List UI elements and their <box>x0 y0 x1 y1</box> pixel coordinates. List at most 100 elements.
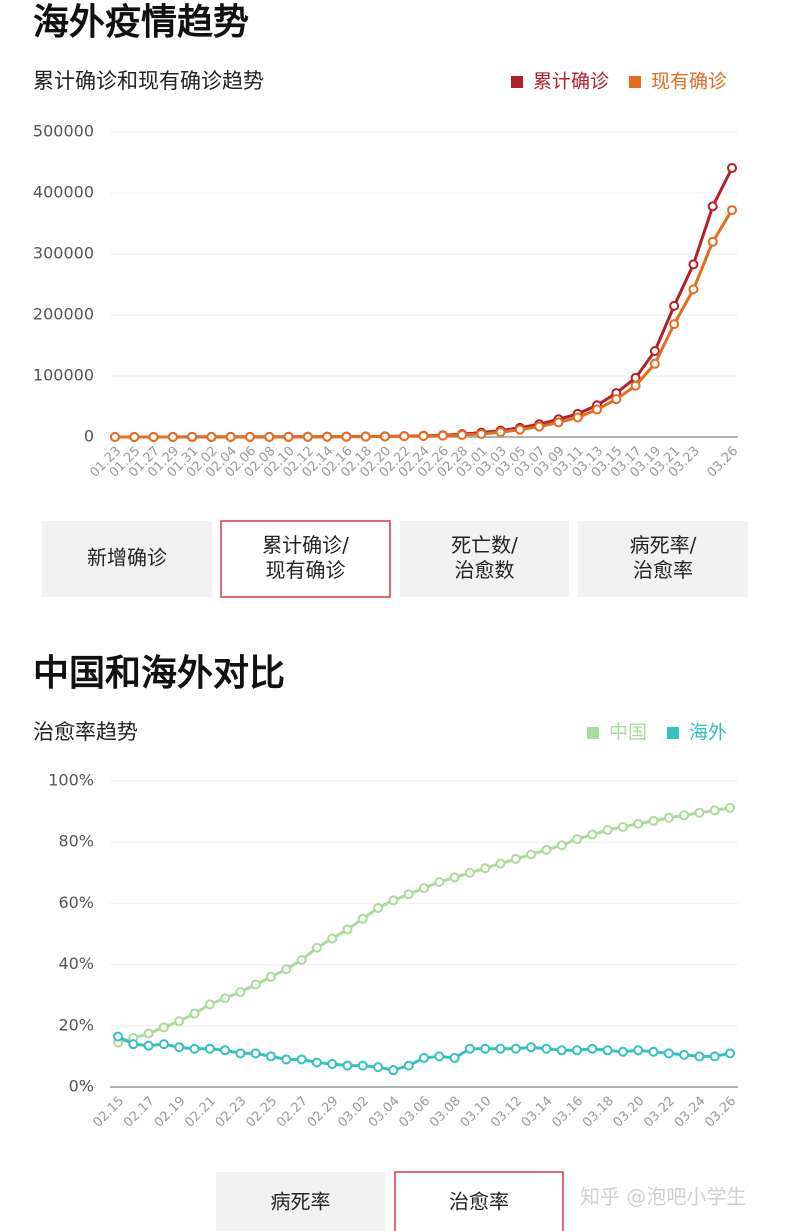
data-point <box>204 999 215 1010</box>
data-point <box>418 430 429 441</box>
data-point <box>464 1043 475 1054</box>
x-tick-label: 03.26 <box>702 1094 739 1131</box>
data-point <box>480 1043 491 1054</box>
data-point <box>663 1048 674 1059</box>
data-point <box>148 431 159 442</box>
data-point <box>327 1059 338 1070</box>
data-point <box>587 1043 598 1054</box>
tab-button[interactable] <box>42 521 212 597</box>
legend-label: 中国 <box>609 722 647 744</box>
data-point <box>342 1060 353 1071</box>
data-point <box>694 807 705 818</box>
x-tick-label: 03.02 <box>335 1094 372 1131</box>
tab-button[interactable] <box>220 520 391 598</box>
data-point <box>541 844 552 855</box>
data-point <box>633 1045 644 1056</box>
x-tick-label: 03.22 <box>641 1094 678 1131</box>
data-point <box>244 431 255 442</box>
x-tick-label: 03.04 <box>366 1094 403 1131</box>
y-tick-label: 20% <box>58 1015 94 1034</box>
tab-label: 治愈率 <box>449 1190 509 1214</box>
tab-button[interactable] <box>578 521 748 597</box>
data-point <box>572 834 582 845</box>
x-tick-label: 03.16 <box>549 1094 586 1131</box>
data-point <box>480 863 491 874</box>
tab-label: 累计确诊/ <box>262 533 349 557</box>
tab-label: 新增确诊 <box>87 546 167 570</box>
data-point <box>204 1043 215 1054</box>
data-point <box>437 430 448 441</box>
data-point <box>434 1051 445 1062</box>
data-point <box>174 1042 185 1053</box>
data-point <box>296 955 307 966</box>
data-point <box>727 205 737 216</box>
legend-swatch <box>510 76 523 88</box>
data-point <box>725 802 735 813</box>
x-tick-label: 02.27 <box>274 1094 311 1131</box>
x-tick-label: 02.17 <box>121 1094 158 1131</box>
data-point <box>129 431 140 442</box>
data-point <box>694 1051 705 1062</box>
data-point <box>449 872 460 883</box>
data-point <box>167 431 178 442</box>
data-point <box>514 424 525 435</box>
data-point <box>250 979 261 990</box>
data-point <box>602 824 613 835</box>
x-tick-label: 03.12 <box>488 1094 525 1131</box>
legend-label: 累计确诊 <box>533 71 609 93</box>
legend-swatch <box>586 727 599 739</box>
data-point <box>322 431 333 442</box>
data-point <box>611 394 622 405</box>
x-tick-label: 02.21 <box>182 1094 219 1131</box>
data-point <box>266 971 276 982</box>
x-tick-label: 03.18 <box>580 1094 617 1131</box>
data-point <box>449 1052 460 1063</box>
data-point <box>709 1051 720 1062</box>
tab-label: 死亡数/ <box>451 533 518 557</box>
data-point <box>526 1042 537 1053</box>
data-point <box>311 1057 322 1068</box>
data-point <box>264 431 275 442</box>
data-point <box>434 876 445 887</box>
data-point <box>457 429 468 440</box>
tab-button[interactable] <box>216 1172 385 1231</box>
x-tick-label: 02.23 <box>213 1094 250 1131</box>
tab-button[interactable] <box>394 1171 564 1231</box>
y-tick-label: 60% <box>58 893 94 912</box>
data-point <box>342 924 353 935</box>
data-point <box>688 284 699 295</box>
data-point <box>464 867 475 878</box>
data-point <box>476 428 487 439</box>
data-point <box>649 358 660 369</box>
watermark: 知乎 @泡吧小学生 <box>580 1185 746 1209</box>
data-point <box>709 805 720 816</box>
x-tick-label: 03.06 <box>396 1094 433 1131</box>
x-tick-label: 03.26 <box>704 444 741 481</box>
data-point <box>283 431 294 442</box>
series-line <box>114 209 734 439</box>
data-point <box>707 236 718 247</box>
legend-swatch <box>666 727 679 739</box>
data-point <box>110 431 120 442</box>
section-heading: 海外疫情趋势 <box>33 2 249 43</box>
data-point <box>235 1048 246 1059</box>
data-point <box>556 840 567 851</box>
data-point <box>572 412 583 423</box>
y-tick-label: 300000 <box>33 244 94 263</box>
chart-subtitle: 累计确诊和现有确诊趋势 <box>33 69 264 93</box>
data-point <box>526 849 537 860</box>
data-point <box>388 895 399 906</box>
data-point <box>187 431 198 442</box>
data-point <box>360 431 371 442</box>
tab-button[interactable] <box>400 521 569 597</box>
data-point <box>541 1043 552 1054</box>
data-point <box>220 993 231 1004</box>
data-point <box>403 889 414 900</box>
data-point <box>113 1031 123 1042</box>
series-line <box>114 167 734 439</box>
data-point <box>419 1052 429 1063</box>
data-point <box>250 1048 261 1059</box>
data-point <box>206 431 217 442</box>
x-tick-label: 02.19 <box>152 1094 189 1131</box>
